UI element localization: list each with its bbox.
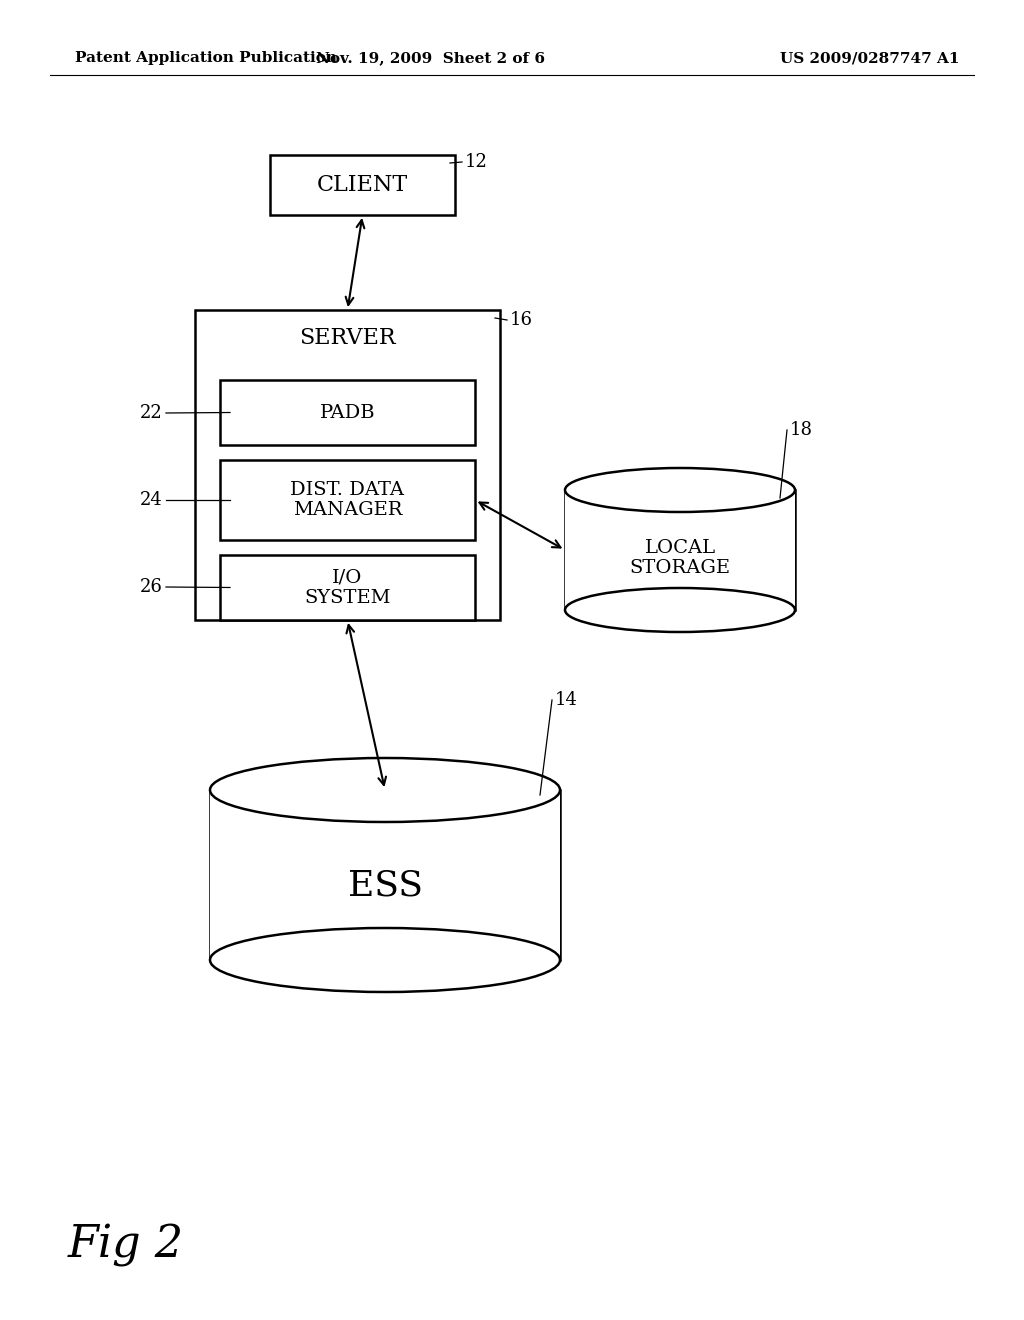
Text: 18: 18	[790, 421, 813, 440]
Ellipse shape	[565, 469, 795, 512]
Bar	[270, 154, 455, 215]
Text: 16: 16	[510, 312, 534, 329]
Text: SERVER: SERVER	[299, 327, 396, 348]
Text: Fig 2: Fig 2	[68, 1224, 184, 1267]
Text: CLIENT: CLIENT	[316, 174, 409, 195]
Text: DIST. DATA
MANAGER: DIST. DATA MANAGER	[291, 480, 404, 519]
Text: 26: 26	[140, 578, 163, 597]
Text: I/O
SYSTEM: I/O SYSTEM	[304, 568, 391, 607]
Text: ESS: ESS	[347, 869, 423, 902]
Text: LOCAL
STORAGE: LOCAL STORAGE	[630, 539, 730, 577]
Text: Nov. 19, 2009  Sheet 2 of 6: Nov. 19, 2009 Sheet 2 of 6	[315, 51, 545, 65]
Text: 24: 24	[140, 491, 163, 510]
Text: 22: 22	[140, 404, 163, 422]
Text: 12: 12	[465, 153, 487, 172]
Bar	[195, 310, 500, 620]
Bar	[565, 490, 795, 610]
Text: Patent Application Publication: Patent Application Publication	[75, 51, 337, 65]
Bar	[210, 789, 560, 960]
Ellipse shape	[210, 758, 560, 822]
Ellipse shape	[210, 928, 560, 993]
Bar	[220, 459, 475, 540]
Bar	[220, 554, 475, 620]
Text: US 2009/0287747 A1: US 2009/0287747 A1	[780, 51, 961, 65]
Text: 14: 14	[555, 690, 578, 709]
Text: PADB: PADB	[319, 404, 376, 421]
Ellipse shape	[565, 587, 795, 632]
Bar	[220, 380, 475, 445]
